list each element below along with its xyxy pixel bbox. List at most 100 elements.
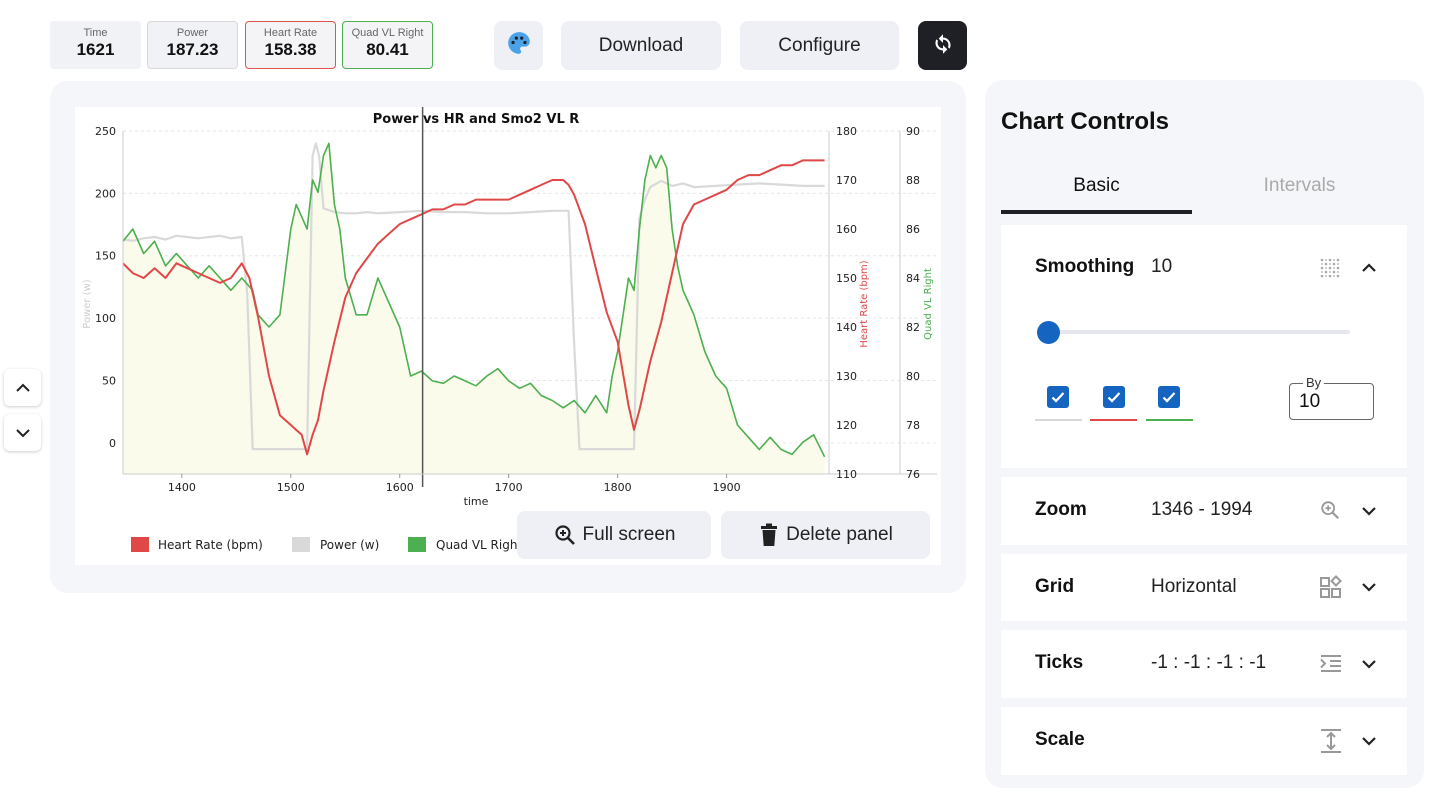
legend-swatch-smo2 bbox=[408, 537, 426, 552]
smoothing-slider-thumb[interactable] bbox=[1037, 321, 1060, 344]
chevron-down-icon[interactable] bbox=[1359, 654, 1379, 674]
hr-axis-label: Heart Rate (bpm) bbox=[859, 260, 870, 347]
tab-basic[interactable]: Basic bbox=[1001, 162, 1192, 214]
metric-label: Heart Rate bbox=[263, 27, 318, 39]
refresh-button[interactable] bbox=[918, 21, 967, 70]
hr-tick-label: 170 bbox=[836, 174, 857, 187]
metric-label: Power bbox=[176, 27, 209, 39]
check-icon bbox=[1051, 392, 1065, 403]
chart-title: Power vs HR and Smo2 VL R bbox=[373, 112, 580, 127]
power-tick-label: 200 bbox=[95, 187, 116, 200]
delete-panel-button[interactable]: Delete panel bbox=[721, 511, 930, 559]
hr-tick-label: 130 bbox=[836, 370, 857, 383]
hr-tick-label: 160 bbox=[836, 223, 857, 236]
dot bbox=[1321, 271, 1323, 273]
power-tick-label: 0 bbox=[109, 437, 116, 450]
widgets-icon bbox=[1320, 575, 1342, 598]
full-screen-button[interactable]: Full screen bbox=[517, 511, 711, 559]
grid-label: Grid bbox=[1035, 576, 1075, 597]
palette-icon bbox=[507, 31, 530, 54]
chevron-up-icon[interactable] bbox=[1359, 258, 1379, 278]
metric-label: Quad VL Right bbox=[351, 27, 424, 39]
dot bbox=[1324, 262, 1328, 266]
checkbox-heart-rate[interactable] bbox=[1103, 386, 1125, 408]
dot bbox=[1320, 274, 1324, 278]
dot bbox=[1332, 262, 1336, 266]
dot bbox=[1328, 258, 1332, 262]
download-button[interactable]: Download bbox=[561, 21, 721, 70]
smo2-axis-label: Quad VL Right bbox=[923, 268, 934, 340]
smo2-tick-label: 88 bbox=[906, 174, 920, 187]
chart-area[interactable]: 0 50 100 150 200 250 110 120 130 140 150 160 170 180 7… bbox=[75, 107, 941, 565]
x-tick-label: 1700 bbox=[495, 481, 523, 494]
metric-label: Time bbox=[83, 27, 108, 39]
smo2-tick-label: 76 bbox=[906, 468, 920, 481]
smo2-area-fill bbox=[123, 143, 825, 475]
x-tick-label: 1800 bbox=[604, 481, 632, 494]
hr-tick-label: 140 bbox=[836, 321, 857, 334]
smoothing-by-label: By bbox=[1303, 375, 1325, 390]
line-chart[interactable]: 0 50 100 150 200 250 110 120 130 140 150 160 170 180 7… bbox=[75, 107, 941, 565]
scale-section[interactable]: Scale bbox=[1001, 707, 1407, 775]
grid-value: Horizontal bbox=[1151, 576, 1237, 597]
zoom-in-icon bbox=[554, 525, 575, 545]
move-panel-up-button[interactable] bbox=[4, 369, 41, 406]
scale-label: Scale bbox=[1035, 729, 1085, 750]
dot bbox=[1328, 274, 1332, 278]
checkbox-quad-vl-right[interactable] bbox=[1158, 386, 1180, 408]
power-axis-label: Power (w) bbox=[82, 279, 93, 328]
smoothing-slider-track[interactable] bbox=[1047, 330, 1350, 334]
dot bbox=[1320, 258, 1324, 262]
move-panel-down-button[interactable] bbox=[4, 414, 41, 451]
smoothing-by-input[interactable] bbox=[1289, 383, 1374, 420]
zoom-section[interactable]: Zoom 1346 - 1994 bbox=[1001, 477, 1407, 545]
vertical-align-icon bbox=[1321, 729, 1341, 753]
ticks-section[interactable]: Ticks -1 : -1 : -1 : -1 bbox=[1001, 630, 1407, 698]
metric-value: 158.38 bbox=[264, 40, 317, 59]
dot bbox=[1320, 266, 1324, 270]
heart-rate-color-line bbox=[1090, 419, 1137, 421]
format-indent-icon bbox=[1320, 655, 1341, 672]
metric-value: 187.23 bbox=[166, 40, 219, 59]
chevron-down-icon bbox=[15, 428, 30, 437]
configure-button[interactable]: Configure bbox=[740, 21, 899, 70]
chevron-down-icon[interactable] bbox=[1359, 577, 1379, 597]
delete-panel-label: Delete panel bbox=[786, 524, 893, 545]
smo2-tick-label: 86 bbox=[906, 223, 920, 236]
power-tick-label: 250 bbox=[95, 125, 116, 138]
dots-grid-icon bbox=[1320, 258, 1340, 278]
dot bbox=[1325, 259, 1327, 261]
tab-intervals[interactable]: Intervals bbox=[1263, 175, 1336, 196]
palette-button[interactable] bbox=[494, 21, 543, 70]
controls-title: Chart Controls bbox=[1001, 108, 1169, 135]
x-tick-label: 1900 bbox=[713, 481, 741, 494]
trash-icon bbox=[761, 523, 778, 546]
dot bbox=[1337, 271, 1339, 273]
smoothing-value: 10 bbox=[1151, 256, 1173, 277]
dot bbox=[1333, 259, 1335, 261]
smoothing-by-value[interactable]: 10 bbox=[1299, 391, 1321, 412]
chevron-down-icon[interactable] bbox=[1359, 731, 1379, 751]
dot bbox=[1337, 263, 1339, 265]
metric-card-heart-rate: Heart Rate 158.38 bbox=[245, 21, 336, 69]
full-screen-label: Full screen bbox=[582, 524, 676, 545]
x-tick-label: 1600 bbox=[386, 481, 414, 494]
chevron-up-icon bbox=[15, 383, 30, 392]
power-tick-label: 50 bbox=[102, 374, 116, 387]
dot bbox=[1328, 266, 1332, 270]
dot bbox=[1325, 267, 1327, 269]
dot bbox=[1333, 275, 1335, 277]
dot bbox=[1336, 274, 1340, 278]
checkbox-power[interactable] bbox=[1047, 386, 1069, 408]
refresh-icon bbox=[934, 34, 951, 54]
grid-section[interactable]: Grid Horizontal bbox=[1001, 554, 1407, 621]
dot bbox=[1321, 263, 1323, 265]
power-color-line bbox=[1035, 419, 1082, 421]
ticks-value: -1 : -1 : -1 : -1 bbox=[1151, 652, 1267, 673]
ticks-label: Ticks bbox=[1035, 652, 1084, 673]
chevron-down-icon[interactable] bbox=[1359, 501, 1379, 521]
legend-swatch-hr bbox=[131, 537, 149, 552]
zoom-in-icon bbox=[1321, 501, 1340, 520]
legend-label-hr: Heart Rate (bpm) bbox=[158, 538, 263, 552]
hr-tick-label: 180 bbox=[836, 125, 857, 138]
